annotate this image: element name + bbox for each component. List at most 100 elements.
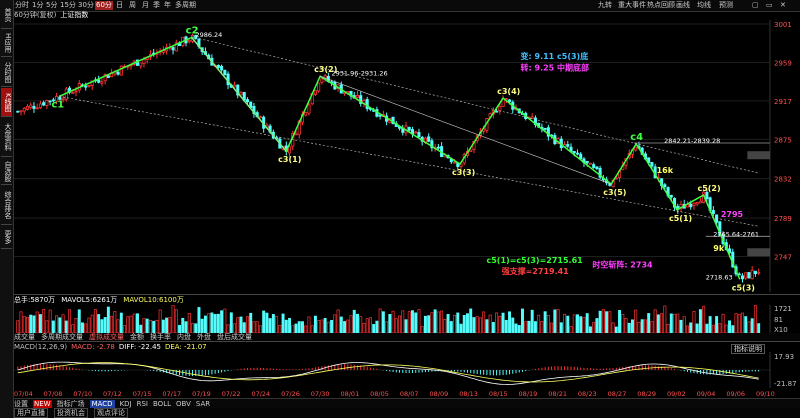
volume-tab[interactable]: 换手率 <box>150 333 171 341</box>
timeframe-tab[interactable]: 30分 <box>78 1 94 9</box>
date-tick-label: 07/22 <box>222 390 241 398</box>
volume-tab[interactable]: 多周期成交量 <box>41 333 83 341</box>
sidebar-item[interactable]: K线图 <box>1 88 12 117</box>
indicator-tab[interactable]: MACD <box>89 400 115 408</box>
timeframe-tab[interactable]: 60分 <box>95 1 113 10</box>
volume-tab[interactable]: 外盘 <box>197 333 211 341</box>
volume-bar <box>304 325 308 333</box>
volume-bar <box>715 316 719 333</box>
timeframe-tab[interactable]: 5分 <box>46 1 58 9</box>
indicator-tab[interactable]: 设置 <box>14 400 28 408</box>
indicator-tab[interactable]: BOLL <box>153 400 171 408</box>
volume-bar <box>55 315 59 333</box>
close-icon[interactable]: ✕ <box>780 1 786 9</box>
volume-bar <box>695 323 699 333</box>
sidebar-item[interactable]: 大盘资料 <box>1 118 12 157</box>
timeframe-tab[interactable]: 日 <box>116 1 123 9</box>
volume-bar <box>524 321 528 333</box>
candle <box>32 102 36 113</box>
wave-label: c5(1) <box>669 214 692 223</box>
volume-tab[interactable]: 成交量 <box>14 333 35 341</box>
candle <box>45 99 49 110</box>
toolbar-tool[interactable]: 均线 <box>697 1 711 9</box>
volume-bar <box>136 313 139 333</box>
info-tab[interactable]: 观点评论 <box>94 408 128 418</box>
toolbar-tool[interactable]: 画线 <box>676 1 690 9</box>
volume-bar <box>521 308 524 333</box>
wave-label: c3(3) <box>452 168 475 177</box>
channel-lower <box>59 96 759 227</box>
volume-bar <box>203 315 207 333</box>
indicator-tab[interactable]: OBV <box>176 400 191 408</box>
indicator-tab[interactable]: SAR <box>195 400 211 408</box>
volume-bar <box>359 316 363 333</box>
timeframe-tab[interactable]: 季 <box>153 1 160 9</box>
volume-bar <box>126 316 130 333</box>
sidebar-item[interactable]: 更多 <box>1 226 12 249</box>
volume-bar <box>61 314 65 333</box>
volume-tab[interactable]: 金额 <box>130 333 144 341</box>
candle <box>258 115 262 119</box>
volume-bar <box>301 321 304 333</box>
candle <box>42 100 46 107</box>
toolbar-tool[interactable]: 九转 <box>598 1 612 9</box>
info-tab[interactable]: 投资机会 <box>54 408 88 418</box>
timeframe-tab[interactable]: 分时 <box>15 1 29 9</box>
candle <box>692 202 696 210</box>
indicator-tab[interactable]: 指标广场 <box>56 400 85 408</box>
pane-divider <box>14 341 800 342</box>
date-tick-label: 08/15 <box>489 390 508 398</box>
candle <box>51 97 55 102</box>
chart-annotation: 2718.63 <box>706 273 733 281</box>
chart-annotation: 2931.96-2931.26 <box>332 69 388 77</box>
toolbar-tool[interactable]: 预测 <box>719 1 733 9</box>
timeframe-tab[interactable]: 年 <box>164 1 171 9</box>
maximize-icon[interactable]: ▭ <box>766 1 773 9</box>
volume-tab[interactable]: 盘后成交量 <box>217 333 252 341</box>
candlestick-chart[interactable]: 3001 2959 2917 2875 2832 2789 2747 c1 c2 c3(1) c3(… <box>14 20 800 292</box>
toolbar-tool[interactable]: 重大事件 <box>618 1 646 9</box>
sidebar-item[interactable]: H应用 <box>1 30 12 57</box>
macd-help-button[interactable]: 指标说明 <box>731 344 765 354</box>
date-tick-label: 07/04 <box>14 390 33 398</box>
volume-bar <box>443 319 447 333</box>
volume-tab[interactable]: 虚拟成交量 <box>89 333 124 341</box>
dea-line <box>17 362 759 383</box>
volume-tab[interactable]: 内盘 <box>177 333 191 341</box>
volume-bar <box>291 325 295 333</box>
sidebar-item[interactable]: 自选股 <box>1 158 12 185</box>
sidebar-item[interactable]: 首页 <box>1 2 12 29</box>
toolbar-tool[interactable]: 热点回顾 <box>647 1 675 9</box>
info-tab[interactable]: 用户直播 <box>14 408 48 418</box>
volume-bar <box>579 316 583 333</box>
timeframe-tab[interactable]: 15分 <box>60 1 76 9</box>
volume-bar <box>543 311 547 333</box>
timeframe-tab[interactable]: 多周期 <box>175 1 196 9</box>
chart-subtitle: 60分钟(复权) 上证指数 <box>14 11 88 20</box>
diff-line <box>17 361 759 385</box>
volume-bar <box>540 321 544 333</box>
timeframe-tab[interactable]: 月 <box>142 1 149 9</box>
minimize-icon[interactable]: ▢ <box>752 1 759 9</box>
chart-annotation: 强支撑=2719.41 <box>502 266 570 276</box>
volume-bar <box>398 315 402 333</box>
indicator-tab[interactable]: RSI <box>136 400 148 408</box>
sidebar-item[interactable]: 分时图 <box>1 58 12 87</box>
volume-bar <box>453 314 457 333</box>
volume-bar <box>698 309 702 333</box>
candle <box>698 198 702 204</box>
volume-bar <box>223 308 227 333</box>
volume-bar <box>585 313 589 333</box>
volume-bar <box>139 324 143 333</box>
indicator-tab[interactable]: KDJ <box>119 400 132 408</box>
candle <box>307 102 311 116</box>
sidebar-item[interactable]: 综合排名 <box>1 186 12 225</box>
volume-bar <box>624 318 628 333</box>
price-tick-label: 2832 <box>774 176 792 184</box>
volume-bar <box>239 316 243 333</box>
timeframe-tab[interactable]: 周 <box>129 1 136 9</box>
candle <box>61 95 65 103</box>
timeframe-tab[interactable]: 1分 <box>32 1 44 9</box>
volume-bar <box>666 323 670 333</box>
volume-bar <box>68 309 72 333</box>
